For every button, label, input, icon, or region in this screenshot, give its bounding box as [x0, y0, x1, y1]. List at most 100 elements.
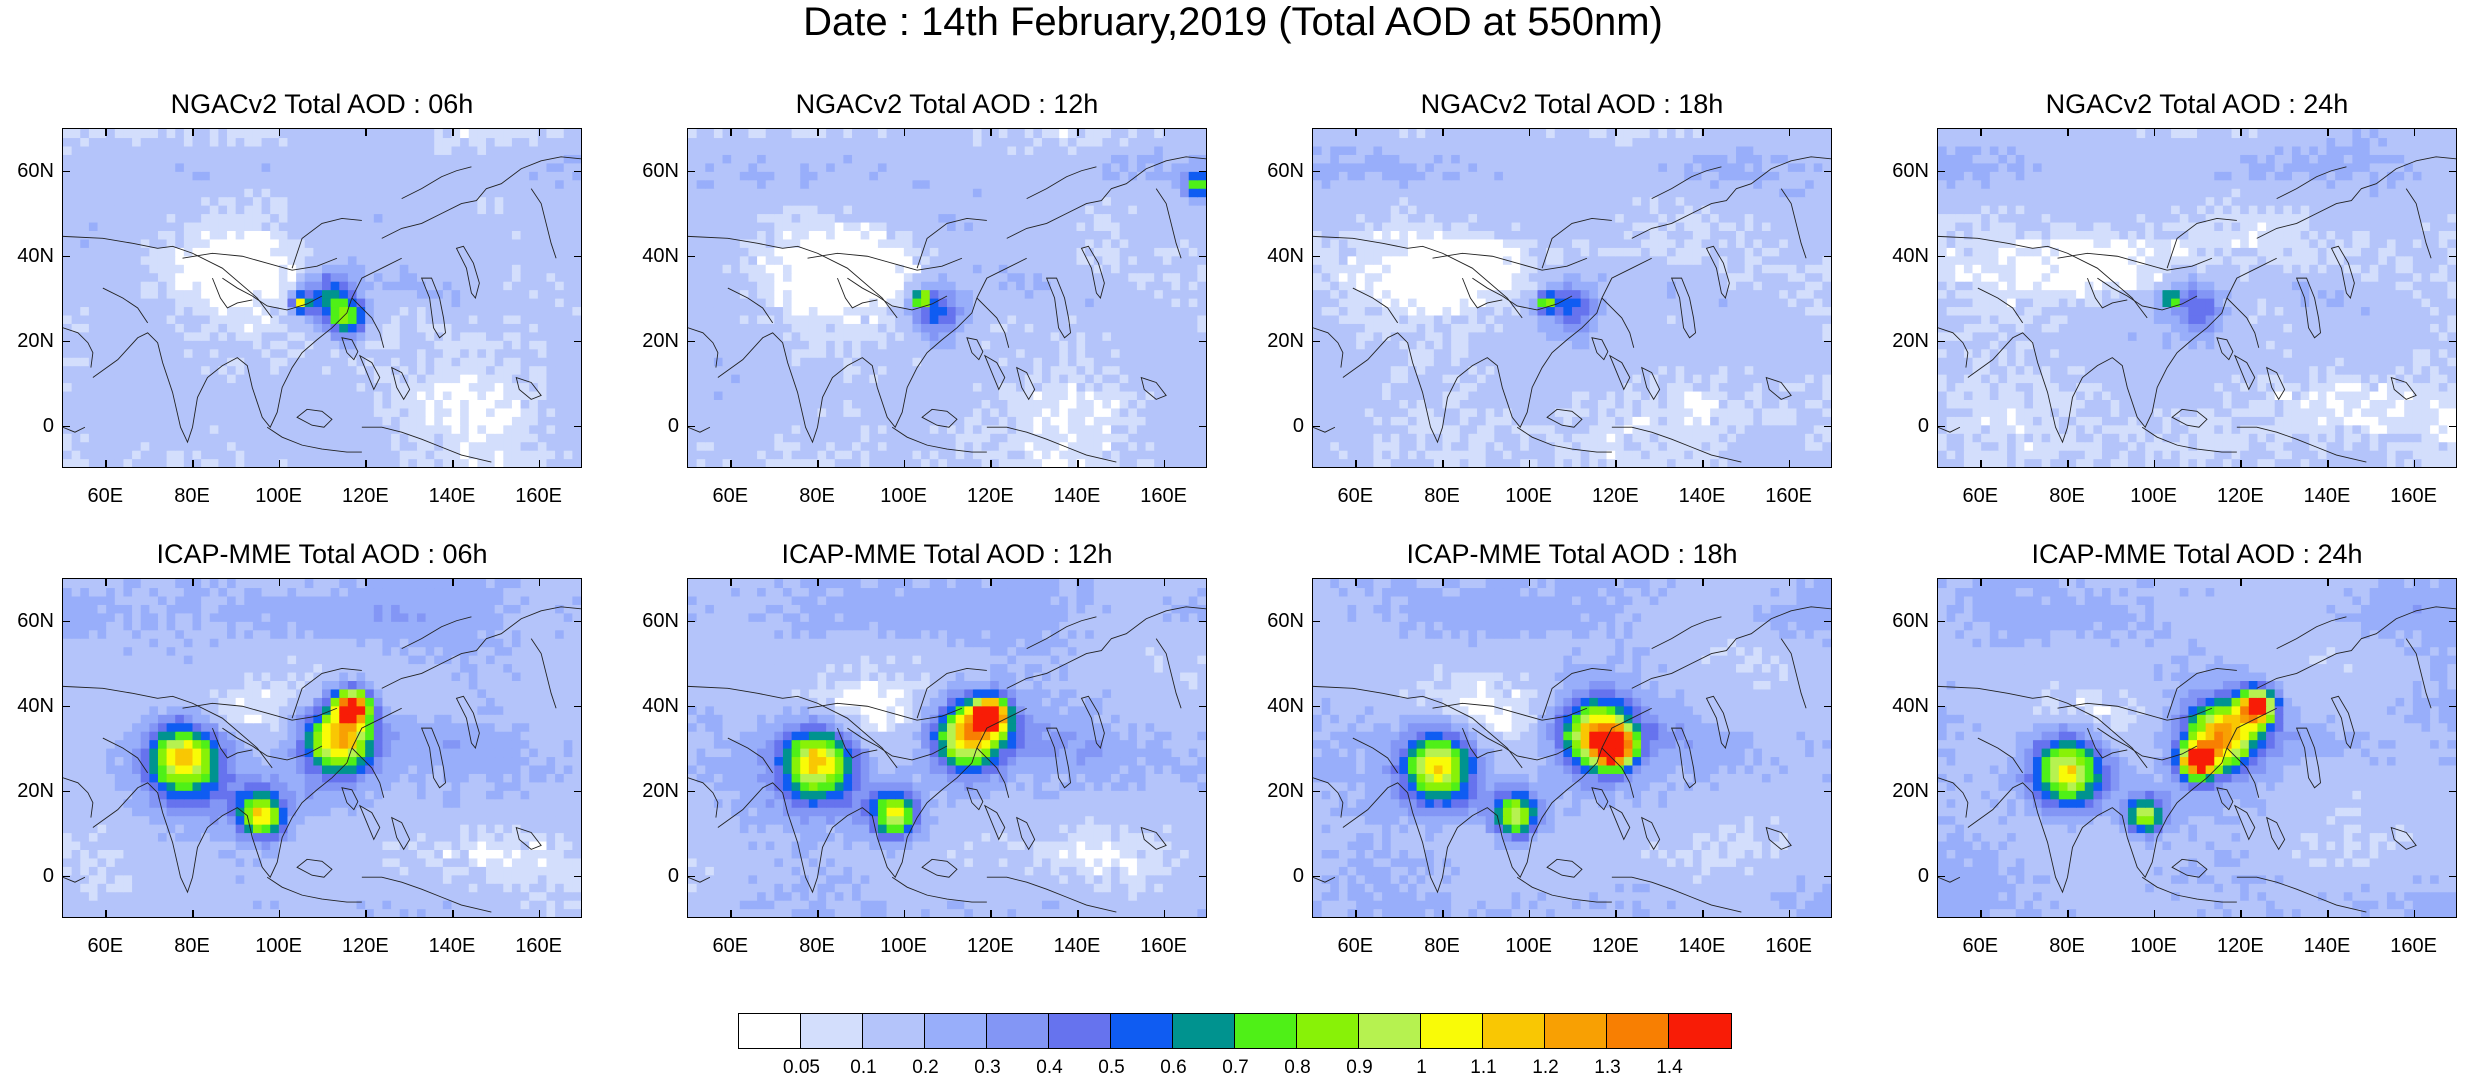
- lon-tick: [2414, 578, 2416, 586]
- lon-tick: [452, 578, 454, 586]
- lon-tick: [2067, 128, 2069, 136]
- lat-tick: [1199, 621, 1207, 623]
- colorbar-swatch: [1669, 1014, 1731, 1048]
- lon-tick: [192, 578, 194, 586]
- lon-tick: [105, 910, 107, 918]
- lon-tick: [817, 578, 819, 586]
- lat-tick: [1312, 791, 1320, 793]
- lat-tick: [62, 341, 70, 343]
- lat-tick: [1199, 706, 1207, 708]
- lat-tick: [1312, 256, 1320, 258]
- colorbar-label: 0.1: [839, 1057, 889, 1079]
- lon-tick-label: 100E: [1494, 936, 1564, 956]
- lon-tick-label: 80E: [157, 936, 227, 956]
- panel-title: NGACv2 Total AOD : 24h: [1937, 88, 2457, 120]
- lon-tick-label: 120E: [1580, 486, 1650, 506]
- lon-tick-label: 80E: [782, 486, 852, 506]
- lat-tick: [1824, 341, 1832, 343]
- lon-tick: [1164, 910, 1166, 918]
- lon-tick: [539, 460, 541, 468]
- lon-tick-label: 60E: [1945, 936, 2015, 956]
- lat-tick-label: 0: [4, 866, 54, 886]
- lon-tick-label: 100E: [244, 486, 314, 506]
- lat-tick: [1824, 791, 1832, 793]
- lat-tick: [2449, 341, 2457, 343]
- lon-tick-label: 120E: [955, 486, 1025, 506]
- colorbar-label: 0.2: [901, 1057, 951, 1079]
- lon-tick-label: 120E: [330, 486, 400, 506]
- colorbar-swatch: [1483, 1014, 1545, 1048]
- colorbar-label: 1: [1397, 1057, 1447, 1079]
- colorbar-swatch: [1545, 1014, 1607, 1048]
- panel-title: NGACv2 Total AOD : 18h: [1312, 88, 1832, 120]
- lat-tick: [1824, 706, 1832, 708]
- lon-tick-label: 120E: [1580, 936, 1650, 956]
- map-plot-area: [62, 128, 582, 468]
- lon-tick-label: 100E: [2119, 936, 2189, 956]
- lat-tick: [2449, 171, 2457, 173]
- lon-tick: [730, 578, 732, 586]
- aod-grid-cells: [688, 129, 1206, 467]
- lat-tick-label: 40N: [629, 246, 679, 266]
- lat-tick-label: 0: [1879, 866, 1929, 886]
- lon-tick: [730, 460, 732, 468]
- aod-grid-cells: [63, 579, 581, 917]
- lon-tick-label: 140E: [2292, 936, 2362, 956]
- lat-tick: [62, 621, 70, 623]
- lon-tick-label: 100E: [869, 936, 939, 956]
- lon-tick-label: 160E: [2379, 936, 2449, 956]
- aod-grid-cells: [1938, 579, 2456, 917]
- lat-tick: [687, 876, 695, 878]
- lat-tick: [2449, 876, 2457, 878]
- lon-tick: [1442, 460, 1444, 468]
- lon-tick: [1615, 910, 1617, 918]
- lon-tick-label: 100E: [244, 936, 314, 956]
- lon-tick: [539, 578, 541, 586]
- lon-tick: [192, 460, 194, 468]
- lat-tick: [574, 706, 582, 708]
- colorbar-swatch: [987, 1014, 1049, 1048]
- lon-tick: [1980, 460, 1982, 468]
- lon-tick: [365, 910, 367, 918]
- colorbar-swatch: [1111, 1014, 1173, 1048]
- lon-tick: [2414, 910, 2416, 918]
- lon-tick: [1164, 578, 1166, 586]
- lon-tick: [2067, 578, 2069, 586]
- lat-tick-label: 40N: [1254, 696, 1304, 716]
- lon-tick-label: 120E: [2205, 936, 2275, 956]
- lon-tick: [2240, 910, 2242, 918]
- lat-tick: [62, 171, 70, 173]
- map-plot-area: [62, 578, 582, 918]
- colorbar-label: 0.6: [1149, 1057, 1199, 1079]
- lat-tick-label: 0: [1254, 866, 1304, 886]
- aod-field-map: [63, 579, 581, 917]
- aod-field-map: [63, 129, 581, 467]
- lat-tick: [2449, 621, 2457, 623]
- lat-tick-label: 40N: [4, 696, 54, 716]
- aod-field-map: [1938, 579, 2456, 917]
- panel-title: NGACv2 Total AOD : 06h: [62, 88, 582, 120]
- lat-tick-label: 60N: [1254, 611, 1304, 631]
- lon-tick-label: 80E: [157, 486, 227, 506]
- lat-tick: [1199, 171, 1207, 173]
- lat-tick: [574, 171, 582, 173]
- lon-tick: [990, 910, 992, 918]
- lat-tick: [62, 791, 70, 793]
- lon-tick-label: 160E: [1754, 486, 1824, 506]
- lon-tick: [730, 910, 732, 918]
- lon-tick-label: 120E: [955, 936, 1025, 956]
- lon-tick: [2067, 460, 2069, 468]
- main-title: Date : 14th February,2019 (Total AOD at …: [0, 0, 2466, 44]
- lon-tick-label: 60E: [70, 936, 140, 956]
- lon-tick: [539, 910, 541, 918]
- lat-tick: [574, 791, 582, 793]
- lat-tick: [1199, 791, 1207, 793]
- lon-tick: [1789, 460, 1791, 468]
- lon-tick: [1355, 578, 1357, 586]
- lon-tick: [452, 460, 454, 468]
- lon-tick: [2414, 128, 2416, 136]
- lon-tick: [817, 128, 819, 136]
- lat-tick-label: 60N: [4, 161, 54, 181]
- panel-title: ICAP-MME Total AOD : 06h: [62, 538, 582, 570]
- lat-tick: [687, 621, 695, 623]
